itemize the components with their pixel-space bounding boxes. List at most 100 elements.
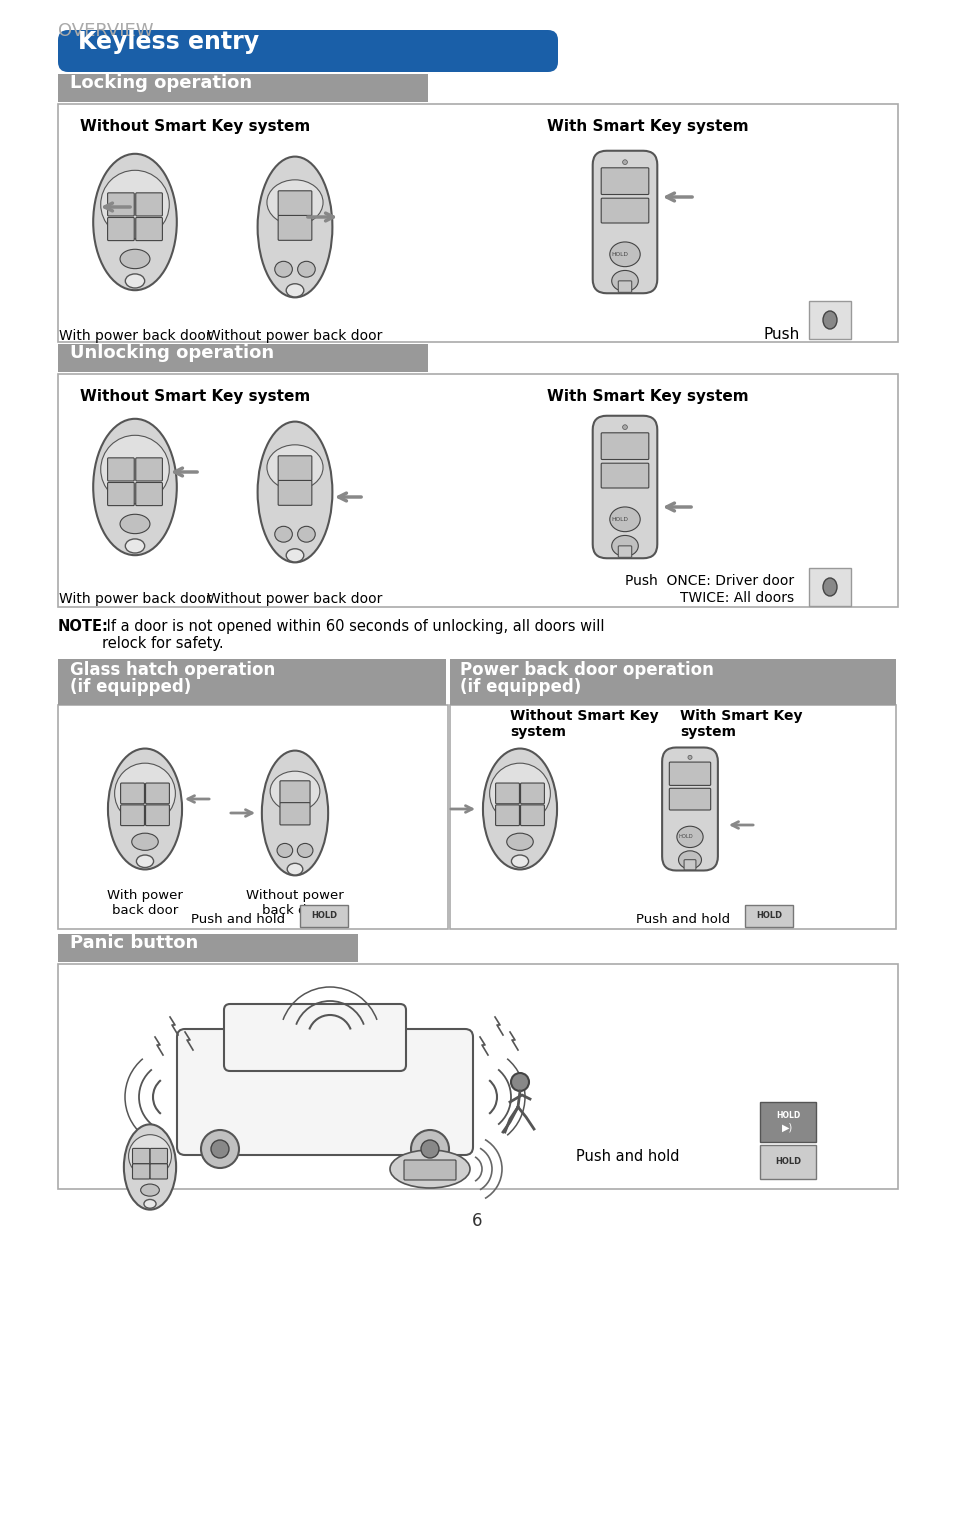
Text: Panic button: Panic button (70, 935, 198, 951)
Bar (58, 344, 428, 373)
Ellipse shape (274, 261, 292, 278)
Bar (58, 660, 446, 705)
FancyBboxPatch shape (132, 1148, 150, 1164)
FancyBboxPatch shape (403, 1161, 456, 1180)
FancyBboxPatch shape (669, 788, 710, 809)
Ellipse shape (101, 171, 169, 238)
Text: Push  ONCE: Driver door: Push ONCE: Driver door (624, 574, 793, 588)
FancyBboxPatch shape (58, 31, 558, 72)
FancyBboxPatch shape (146, 805, 170, 826)
Text: With Smart Key system: With Smart Key system (547, 119, 748, 134)
FancyBboxPatch shape (146, 783, 170, 803)
Ellipse shape (270, 771, 319, 811)
Text: With power
back door: With power back door (107, 889, 183, 918)
Ellipse shape (411, 1130, 449, 1168)
Ellipse shape (211, 1141, 229, 1157)
Text: TWICE: All doors: TWICE: All doors (679, 591, 793, 605)
Ellipse shape (267, 444, 323, 490)
Ellipse shape (482, 748, 557, 869)
Ellipse shape (276, 843, 293, 858)
FancyBboxPatch shape (177, 1029, 473, 1154)
Text: With power back door: With power back door (59, 592, 212, 606)
FancyBboxPatch shape (618, 545, 631, 557)
Text: With Smart Key system: With Smart Key system (547, 389, 748, 405)
Text: HOLD: HOLD (611, 516, 628, 522)
Ellipse shape (622, 160, 627, 165)
Text: With power back door: With power back door (59, 328, 212, 344)
Ellipse shape (274, 527, 292, 542)
Text: Push and hold: Push and hold (636, 913, 729, 925)
Text: HOLD: HOLD (774, 1157, 801, 1167)
Text: Without Smart Key
system: Without Smart Key system (510, 709, 658, 739)
Bar (58, 104, 897, 342)
FancyBboxPatch shape (495, 805, 518, 826)
FancyBboxPatch shape (135, 217, 162, 241)
FancyBboxPatch shape (224, 1003, 406, 1070)
Ellipse shape (420, 1141, 438, 1157)
FancyBboxPatch shape (135, 192, 162, 215)
Ellipse shape (124, 1124, 176, 1209)
Bar (450, 705, 895, 928)
FancyBboxPatch shape (495, 783, 518, 803)
FancyBboxPatch shape (600, 463, 648, 489)
FancyBboxPatch shape (592, 151, 657, 293)
Ellipse shape (261, 751, 328, 875)
Ellipse shape (687, 756, 691, 759)
FancyBboxPatch shape (618, 281, 631, 292)
Ellipse shape (93, 418, 176, 556)
Text: HOLD: HOLD (775, 1112, 800, 1121)
Text: HOLD: HOLD (755, 912, 781, 921)
Ellipse shape (677, 826, 702, 847)
Ellipse shape (101, 435, 169, 504)
Bar (744, 906, 792, 927)
Ellipse shape (125, 539, 145, 553)
Ellipse shape (114, 764, 175, 823)
Ellipse shape (257, 421, 332, 562)
Ellipse shape (297, 843, 313, 858)
Text: Push and hold: Push and hold (191, 913, 285, 925)
Bar (58, 935, 357, 962)
Ellipse shape (120, 515, 150, 533)
Text: If a door is not opened within 60 seconds of unlocking, all doors will
relock fo: If a door is not opened within 60 second… (102, 618, 604, 652)
FancyBboxPatch shape (108, 483, 134, 505)
Ellipse shape (297, 527, 314, 542)
Text: NOTE:: NOTE: (58, 618, 109, 634)
Ellipse shape (489, 764, 550, 823)
FancyBboxPatch shape (600, 168, 648, 194)
Text: (if equipped): (if equipped) (459, 678, 580, 696)
Text: Power back door operation: Power back door operation (459, 661, 713, 680)
Text: With Smart Key
system: With Smart Key system (679, 709, 801, 739)
Ellipse shape (136, 855, 153, 867)
Ellipse shape (390, 1150, 470, 1188)
FancyBboxPatch shape (108, 217, 134, 241)
FancyBboxPatch shape (278, 215, 312, 240)
Ellipse shape (622, 425, 627, 429)
Ellipse shape (609, 241, 639, 267)
FancyBboxPatch shape (661, 748, 717, 870)
Ellipse shape (611, 536, 638, 556)
FancyBboxPatch shape (683, 860, 695, 870)
Bar (760, 1102, 815, 1142)
Text: Unlocking operation: Unlocking operation (70, 344, 274, 362)
Text: HOLD: HOLD (611, 252, 628, 257)
Ellipse shape (611, 270, 638, 292)
Bar (58, 374, 897, 608)
Ellipse shape (93, 154, 176, 290)
Ellipse shape (822, 312, 836, 328)
Bar (58, 73, 428, 102)
Text: 6: 6 (471, 1212, 482, 1231)
Ellipse shape (678, 851, 700, 869)
FancyBboxPatch shape (278, 191, 312, 215)
Ellipse shape (120, 249, 150, 269)
Text: Without power back door: Without power back door (207, 592, 382, 606)
Text: HOLD: HOLD (678, 834, 693, 840)
FancyBboxPatch shape (592, 415, 657, 559)
FancyBboxPatch shape (600, 199, 648, 223)
Text: Glass hatch operation: Glass hatch operation (70, 661, 275, 680)
Text: Push and hold: Push and hold (576, 1148, 679, 1164)
FancyBboxPatch shape (108, 458, 134, 481)
FancyBboxPatch shape (120, 783, 144, 803)
Bar (450, 660, 895, 705)
Ellipse shape (506, 834, 533, 851)
Ellipse shape (609, 507, 639, 531)
